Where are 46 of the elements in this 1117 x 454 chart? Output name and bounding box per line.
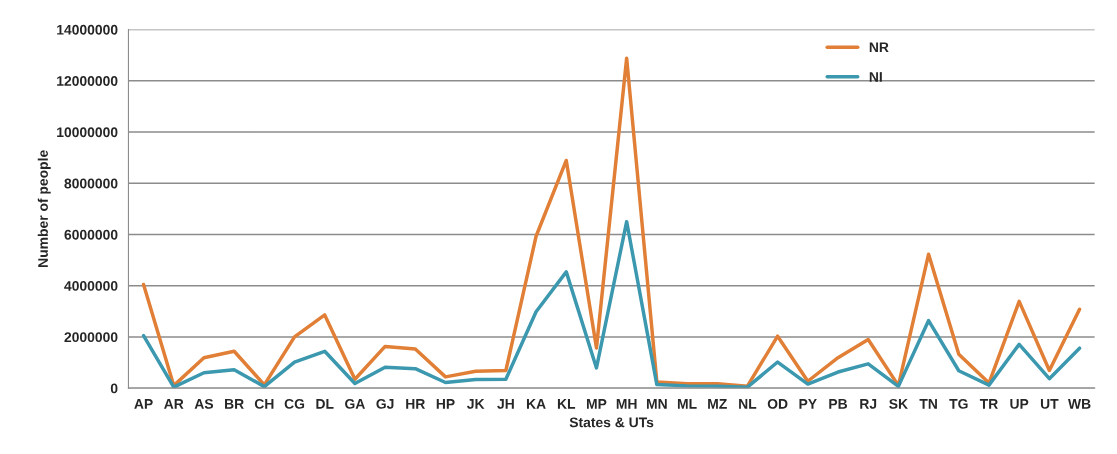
y-tick-label: 4000000 — [64, 281, 118, 291]
line-series — [141, 219, 1082, 389]
x-tick-label: SK — [889, 398, 908, 409]
y-tick-label: 6000000 — [64, 229, 118, 240]
y-tick-label: 0 — [110, 383, 118, 394]
x-tick-label: KL — [557, 399, 576, 409]
x-tick-label: MZ — [708, 399, 727, 409]
x-tick-label: HP — [436, 399, 455, 409]
x-tick-label: MN — [646, 399, 667, 409]
legend-label: NI — [869, 72, 882, 82]
x-tick-label: NL — [739, 399, 757, 409]
x-tick-label: CH — [254, 398, 274, 409]
x-tick-label: GA — [345, 398, 365, 409]
x-tick-label: HR — [406, 399, 426, 409]
x-tick-label: KA — [526, 399, 546, 409]
x-tick-label: TN — [919, 399, 937, 409]
x-tick-label: JK — [467, 399, 485, 409]
x-tick-label: AS — [194, 398, 214, 409]
x-tick-label: DL — [316, 399, 334, 409]
line-series — [141, 56, 1082, 388]
y-tick-label: 12000000 — [57, 76, 118, 86]
y-axis-title: Number of people — [37, 150, 51, 267]
x-tick-label: PB — [829, 399, 848, 409]
x-tick-label: MH — [616, 399, 637, 409]
y-tick-label: 14000000 — [57, 24, 118, 35]
y-tick-label: 10000000 — [57, 127, 118, 138]
legend-label: NR — [869, 42, 889, 53]
x-tick-label: RJ — [860, 399, 877, 409]
x-tick-label: MP — [586, 399, 607, 409]
x-tick-label: CG — [284, 398, 305, 409]
x-tick-label: TG — [949, 398, 968, 409]
x-tick-label: AP — [134, 399, 153, 409]
y-tick-label: 8000000 — [64, 178, 118, 189]
x-tick-label: UT — [1040, 399, 1059, 409]
x-tick-label: UP — [1010, 399, 1029, 409]
x-tick-label: PY — [799, 399, 817, 409]
x-tick-label: BR — [225, 399, 244, 409]
x-tick-label: GJ — [376, 398, 394, 409]
x-axis-title: States & UTs — [569, 417, 654, 428]
x-tick-label: TR — [979, 399, 998, 409]
x-tick-label: OD — [767, 398, 788, 409]
x-tick-label: JH — [497, 399, 514, 409]
y-tick-label: 2000000 — [64, 332, 118, 343]
x-tick-label: ML — [677, 399, 697, 409]
x-tick-label: AR — [164, 399, 184, 409]
x-tick-label: WB — [1068, 399, 1091, 409]
